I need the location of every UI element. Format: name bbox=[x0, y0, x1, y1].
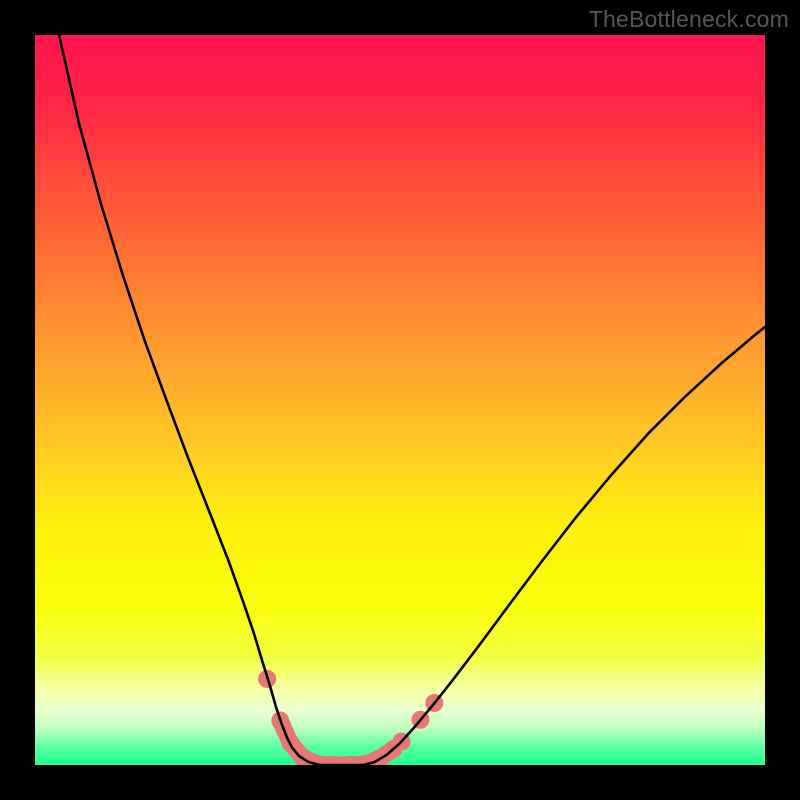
chart-svg bbox=[35, 35, 765, 765]
bottleneck-curve bbox=[59, 35, 765, 765]
chart-stage: TheBottleneck.com bbox=[0, 0, 800, 800]
plot-area bbox=[35, 35, 765, 765]
attribution-label: TheBottleneck.com bbox=[589, 6, 789, 33]
